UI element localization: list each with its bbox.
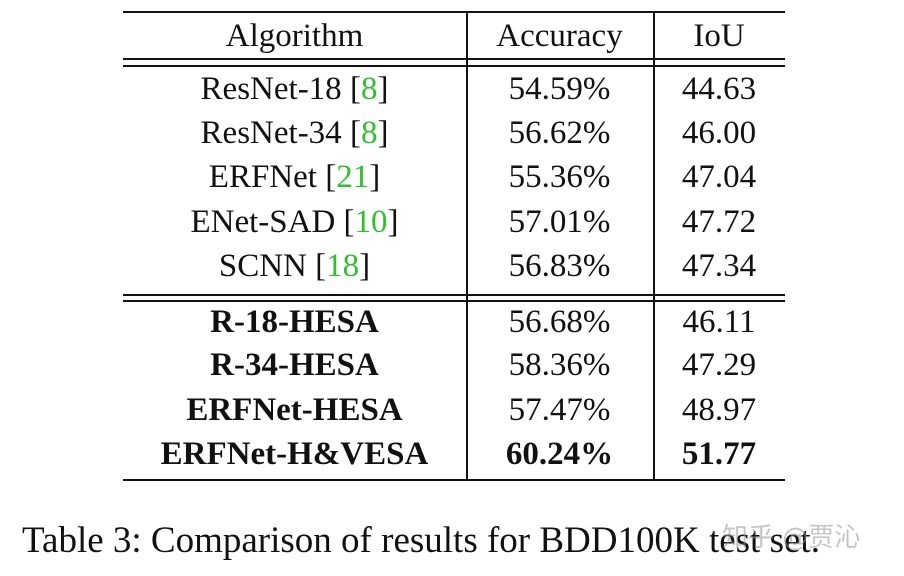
table-row-accuracy: 56.62% bbox=[508, 115, 611, 151]
table-row-name: ERFNet-H&VESA bbox=[160, 436, 429, 472]
table-row-accuracy-best: 60.24% bbox=[505, 436, 614, 472]
citation-link[interactable]: 21 bbox=[336, 159, 370, 195]
table-row-accuracy: 56.83% bbox=[508, 248, 611, 284]
table-row-name: ResNet-18 [8] bbox=[200, 71, 389, 107]
table-row-name: R-34-HESA bbox=[210, 347, 379, 383]
table-row-name: ENet-SAD [10] bbox=[190, 204, 399, 240]
table-row-accuracy: 55.36% bbox=[508, 159, 611, 195]
table-row-iou-best: 51.77 bbox=[681, 436, 757, 472]
table-row-accuracy: 57.01% bbox=[508, 204, 611, 240]
group-rule-lower bbox=[123, 300, 785, 302]
col-divider-2 bbox=[653, 11, 655, 481]
table-row-iou: 46.11 bbox=[682, 304, 756, 340]
table-row-iou: 47.34 bbox=[681, 248, 757, 284]
table-row-iou: 47.72 bbox=[681, 204, 757, 240]
bottom-rule bbox=[123, 479, 785, 481]
table-row-accuracy: 58.36% bbox=[508, 347, 611, 383]
citation-link[interactable]: 8 bbox=[360, 71, 378, 107]
citation-link[interactable]: 8 bbox=[360, 115, 378, 151]
table-row-name: ResNet-34 [8] bbox=[200, 115, 389, 151]
table-row-accuracy: 54.59% bbox=[508, 71, 611, 107]
header-rule-lower bbox=[123, 65, 785, 67]
top-rule bbox=[123, 11, 785, 13]
table-row-iou: 47.29 bbox=[681, 347, 757, 383]
watermark: 知乎 @贾沁 bbox=[722, 523, 861, 553]
table-row-iou: 44.63 bbox=[681, 71, 757, 107]
table-row-name: SCNN [18] bbox=[218, 248, 371, 284]
header-accuracy: Accuracy bbox=[496, 18, 623, 54]
table-row-accuracy: 57.47% bbox=[508, 392, 611, 428]
table-row-iou: 46.00 bbox=[681, 115, 757, 151]
citation-link[interactable]: 18 bbox=[326, 248, 360, 284]
header-rule-upper bbox=[123, 58, 785, 60]
table-row-name: R-18-HESA bbox=[210, 304, 379, 340]
table-row-iou: 47.04 bbox=[681, 159, 757, 195]
table-row-name: ERFNet [21] bbox=[208, 159, 381, 195]
header-algorithm: Algorithm bbox=[225, 18, 364, 54]
table-caption: Table 3: Comparison of results for BDD10… bbox=[22, 520, 820, 561]
table-row-accuracy: 56.68% bbox=[508, 304, 611, 340]
table-row-iou: 48.97 bbox=[681, 392, 757, 428]
citation-link[interactable]: 10 bbox=[354, 204, 388, 240]
table-row-name: ERFNet-HESA bbox=[186, 392, 403, 428]
group-rule-upper bbox=[123, 294, 785, 296]
col-divider-1 bbox=[466, 11, 468, 481]
header-iou: IoU bbox=[693, 18, 745, 54]
